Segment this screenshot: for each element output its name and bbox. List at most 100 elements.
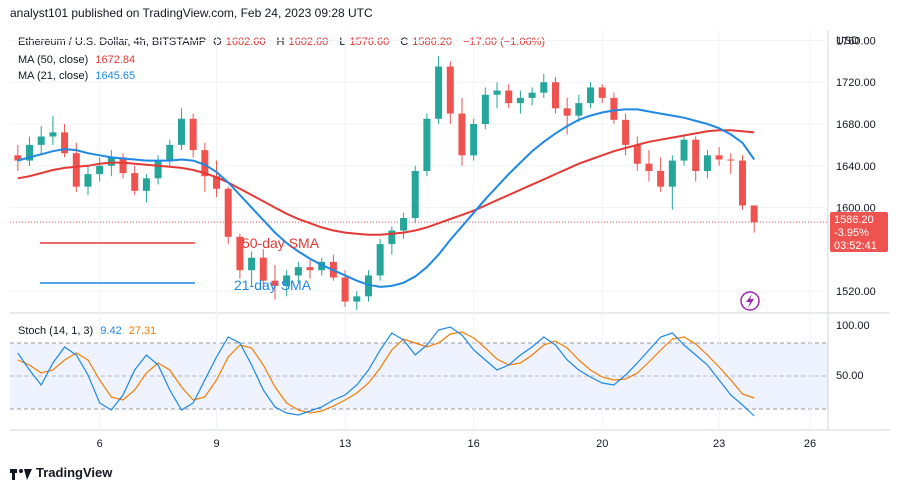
candle-body bbox=[236, 236, 244, 271]
ma50-value: 1672.84 bbox=[95, 54, 136, 66]
stoch-tick-label: 50.00 bbox=[836, 370, 864, 382]
time-tick-label: 23 bbox=[713, 438, 725, 450]
sma50-annotation-text: 50-day SMA bbox=[242, 235, 320, 251]
lightning-icon bbox=[746, 294, 754, 308]
ma21-label: MA (21, close) bbox=[18, 70, 89, 82]
bar-countdown: 03:52:41 bbox=[834, 240, 877, 252]
time-tick-label: 13 bbox=[339, 438, 351, 450]
ma21-line bbox=[17, 108, 756, 288]
current-price: 1586.20 bbox=[834, 214, 874, 226]
candle-body bbox=[481, 94, 489, 124]
candle-body bbox=[37, 136, 45, 145]
symbol-legend: Ethereum / U.S. Dollar, 4h, BITSTAMP O 16… bbox=[18, 36, 549, 48]
candle-body bbox=[680, 139, 688, 161]
stoch-k-line bbox=[17, 326, 755, 417]
candle-body bbox=[727, 159, 735, 161]
time-tick-label: 6 bbox=[97, 438, 103, 450]
candle-body bbox=[283, 275, 291, 286]
candle-body bbox=[750, 205, 758, 223]
candle-body bbox=[551, 82, 559, 109]
candle-body bbox=[259, 257, 267, 281]
candle-body bbox=[341, 277, 349, 302]
current-change: -3.95% bbox=[834, 227, 869, 239]
ohlc-low: L 1576.60 bbox=[339, 36, 390, 48]
candle-body bbox=[376, 244, 384, 276]
candle-body bbox=[516, 97, 524, 104]
candle-body bbox=[703, 155, 711, 171]
price-tick-label: 1640.00 bbox=[836, 161, 876, 173]
sma21-annotation-text: 21-day SMA bbox=[234, 277, 312, 293]
candle-body bbox=[622, 119, 630, 145]
candle-body bbox=[294, 267, 302, 276]
candle-body bbox=[26, 144, 34, 161]
candle-body bbox=[411, 171, 419, 218]
price-tick-label: 1760.00 bbox=[836, 35, 876, 47]
stoch-k-value: 9.42 bbox=[100, 325, 122, 337]
candle-body bbox=[177, 118, 185, 145]
ma50-legend[interactable]: MA (50, close) 1672.84 bbox=[18, 54, 139, 66]
candle-body bbox=[715, 155, 723, 160]
candle-body bbox=[271, 280, 279, 286]
ma50-label: MA (50, close) bbox=[18, 54, 89, 66]
ma21-legend[interactable]: MA (21, close) 1645.65 bbox=[18, 70, 139, 82]
candle-body bbox=[213, 176, 221, 189]
currency-label: USD bbox=[836, 35, 859, 47]
price-tick-label: 1520.00 bbox=[836, 286, 876, 298]
candle-body bbox=[142, 178, 150, 191]
price-tick-label: 1680.00 bbox=[836, 119, 876, 131]
candle-body bbox=[645, 163, 653, 171]
candle-body bbox=[72, 153, 80, 187]
candle-body bbox=[657, 171, 665, 187]
candle-body bbox=[306, 267, 314, 271]
candle-body bbox=[423, 118, 431, 171]
candle-body bbox=[49, 132, 57, 137]
price-tick-label: 1600.00 bbox=[836, 203, 876, 215]
candle-body bbox=[14, 155, 22, 161]
candle-body bbox=[189, 118, 197, 151]
candle-body bbox=[435, 66, 443, 119]
lightning-icon-button[interactable] bbox=[740, 291, 760, 311]
candle-body bbox=[470, 124, 478, 156]
current-price-tag bbox=[830, 212, 888, 252]
candle-body bbox=[224, 188, 232, 237]
ohlc-open: O 1602.60 bbox=[213, 36, 266, 48]
candle-body bbox=[364, 275, 372, 297]
candle-body bbox=[458, 113, 466, 156]
candle-body bbox=[563, 108, 571, 116]
candle-body bbox=[96, 165, 104, 175]
tradingview-logo-icon bbox=[10, 468, 32, 480]
time-tick-label: 26 bbox=[804, 438, 816, 450]
time-tick-label: 16 bbox=[468, 438, 480, 450]
candle-body bbox=[119, 157, 127, 174]
candle-body bbox=[692, 139, 700, 171]
stoch-d-line bbox=[17, 331, 755, 414]
stoch-legend[interactable]: Stoch (14, 1, 3) 9.42 27.31 bbox=[18, 325, 160, 337]
symbol-name[interactable]: Ethereum / U.S. Dollar, 4h, BITSTAMP bbox=[18, 36, 207, 48]
stoch-tick-label: 100.00 bbox=[836, 320, 870, 332]
stoch-label: Stoch (14, 1, 3) bbox=[18, 325, 94, 337]
tradingview-brand: TradingView bbox=[36, 465, 113, 480]
candle-body bbox=[540, 82, 548, 93]
candle-body bbox=[61, 132, 69, 154]
candle-body bbox=[388, 230, 396, 245]
candle-body bbox=[668, 160, 676, 187]
candle-body bbox=[610, 97, 618, 120]
ohlc-change: −17.00 (−1.06%) bbox=[463, 36, 546, 48]
candle-body bbox=[201, 150, 209, 177]
candle-body bbox=[84, 174, 92, 187]
ma21-value: 1645.65 bbox=[95, 70, 136, 82]
candle-body bbox=[166, 144, 174, 161]
candle-body bbox=[154, 160, 162, 179]
candle-body bbox=[633, 144, 641, 164]
time-tick-label: 9 bbox=[213, 438, 219, 450]
candle-body bbox=[587, 87, 595, 104]
candle-body bbox=[400, 218, 408, 231]
ohlc-high: H 1602.60 bbox=[276, 36, 329, 48]
tradingview-footer[interactable]: TradingView bbox=[10, 465, 112, 481]
time-tick-label: 20 bbox=[596, 438, 608, 450]
candle-body bbox=[575, 103, 583, 116]
candle-body bbox=[353, 296, 361, 302]
candle-body bbox=[446, 66, 454, 114]
ma50-line bbox=[17, 129, 755, 236]
